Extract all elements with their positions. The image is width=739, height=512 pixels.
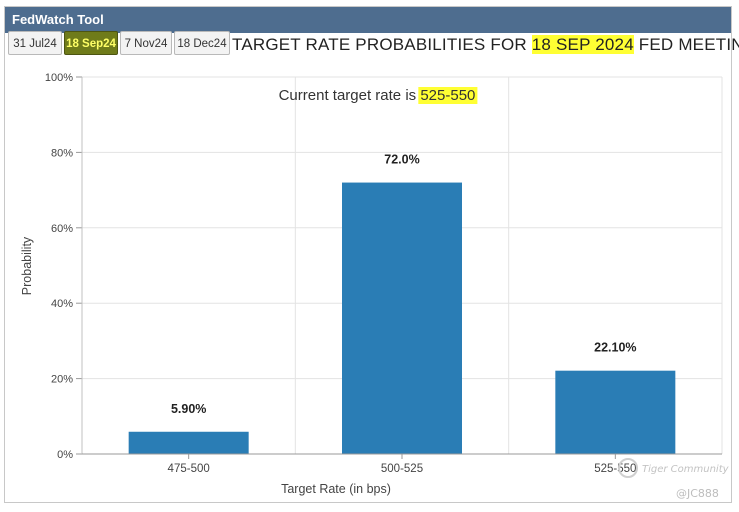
y-tick-label: 60% (51, 223, 73, 235)
y-tick-label: 80% (51, 147, 73, 159)
chart-title: TARGET RATE PROBABILITIES FOR 18 SEP 202… (232, 33, 739, 57)
y-axis-label: Probability (20, 236, 34, 295)
current-rate: 525-550 (420, 87, 475, 104)
author-handle: @JC888 (676, 487, 719, 500)
y-tick-label: 40% (51, 298, 73, 310)
y-tick-label: 20% (51, 374, 73, 386)
bar-500-525 (342, 182, 462, 454)
meeting-date-highlight: 18 SEP 2024 (531, 35, 634, 54)
axes: 0% 20% 40% 60% 80% 100% 475-500 500-525 525-550 (45, 72, 722, 475)
tab-7-nov24[interactable]: 7 Nov24 (120, 31, 172, 55)
data-label: 22.10% (594, 341, 636, 355)
x-tick-label: 500-525 (381, 463, 423, 475)
data-label: 72.0% (384, 153, 419, 167)
app-title: FedWatch Tool (5, 7, 731, 33)
bar-525-550 (555, 370, 676, 454)
chart-subtitle: Current target rate is 525-550 (279, 87, 476, 104)
title-prefix: TARGET RATE PROBABILITIES FOR (232, 35, 532, 54)
tab-18-dec24[interactable]: 18 Dec24 (174, 31, 230, 55)
data-label: 5.90% (171, 402, 206, 416)
current-rate-highlight (418, 87, 478, 104)
y-tick-label: 0% (57, 449, 73, 461)
tab-18-sep24[interactable]: 18 Sep24 (64, 31, 118, 55)
bar-475-500 (128, 431, 249, 454)
y-tick-label: 100% (45, 72, 73, 84)
x-tick-label: 475-500 (168, 463, 210, 475)
title-suffix: FED MEETING (638, 35, 739, 54)
watermark: Tiger Community (618, 458, 729, 482)
tiger-logo-icon (618, 458, 638, 478)
value-labels: 5.90% 72.0% 22.10% (171, 153, 637, 416)
subtitle-prefix: Current target rate is (279, 87, 421, 104)
bars (128, 182, 676, 454)
watermark-text: Tiger Community (642, 464, 729, 475)
tab-31-jul24[interactable]: 31 Jul24 (8, 31, 62, 55)
x-axis-label: Target Rate (in bps) (281, 482, 391, 496)
